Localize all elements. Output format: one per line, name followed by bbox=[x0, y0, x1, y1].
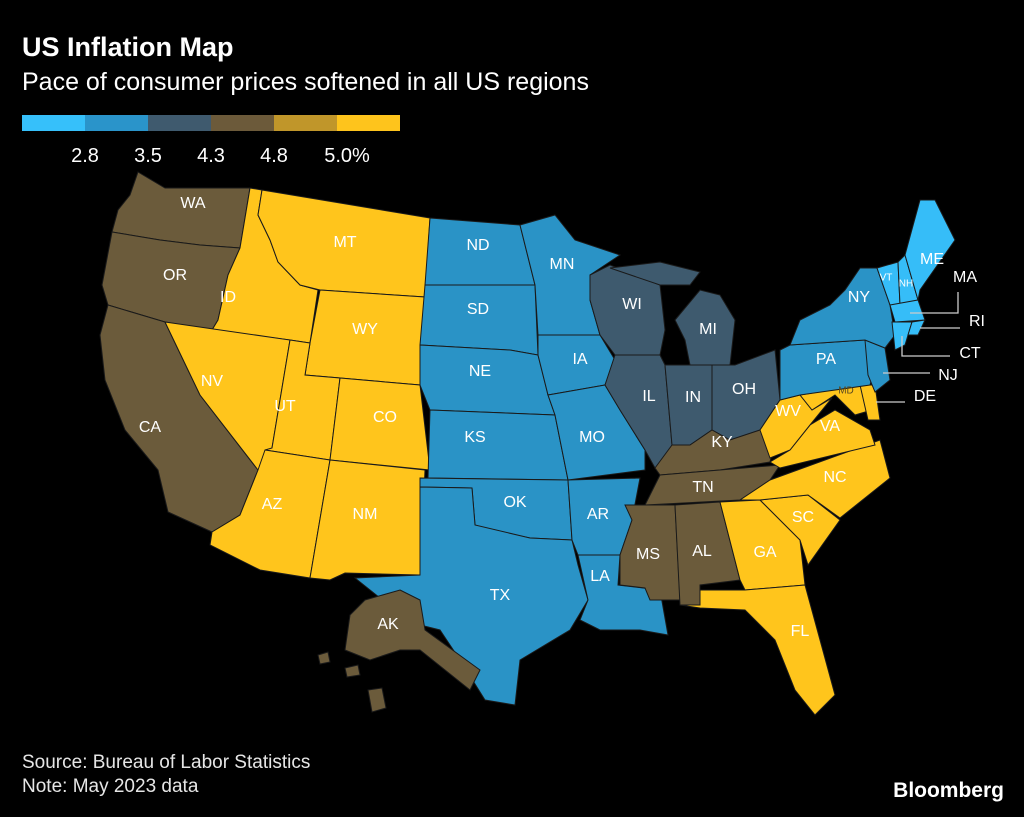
state-label-ok: OK bbox=[503, 494, 526, 511]
state-label-nj: NJ bbox=[938, 367, 958, 384]
state-label-ut: UT bbox=[274, 398, 296, 415]
state-label-wa: WA bbox=[180, 195, 206, 212]
state-label-ky: KY bbox=[711, 434, 733, 451]
state-label-co: CO bbox=[373, 409, 397, 426]
state-label-az: AZ bbox=[262, 496, 283, 513]
state-label-ct: CT bbox=[959, 345, 981, 362]
legend-swatch bbox=[337, 115, 400, 131]
state-tx bbox=[353, 486, 589, 706]
state-label-tn: TN bbox=[692, 479, 713, 496]
state-ak bbox=[344, 589, 481, 691]
state-label-id: ID bbox=[220, 289, 236, 306]
state-label-ri: RI bbox=[969, 313, 985, 330]
leader-line-ct bbox=[901, 336, 950, 357]
state-label-wy: WY bbox=[352, 321, 378, 338]
chart-subtitle: Pace of consumer prices softened in all … bbox=[22, 68, 589, 96]
state-nm bbox=[309, 459, 426, 581]
state-label-ny: NY bbox=[848, 289, 871, 306]
state-sd bbox=[419, 284, 539, 356]
legend-tick: 2.8 bbox=[71, 145, 99, 167]
source-note: Source: Bureau of Labor Statistics bbox=[22, 752, 311, 773]
state-label-mn: MN bbox=[550, 256, 575, 273]
state-label-ms: MS bbox=[636, 546, 660, 563]
bloomberg-logo: Bloomberg bbox=[893, 779, 1004, 802]
state-label-sc: SC bbox=[792, 509, 814, 526]
state-nc bbox=[738, 439, 891, 519]
state-label-il: IL bbox=[642, 388, 655, 405]
state-label-mt: MT bbox=[333, 234, 356, 251]
legend-swatch bbox=[85, 115, 148, 131]
state-label-vt: VT bbox=[880, 273, 893, 284]
state-la bbox=[577, 554, 669, 636]
color-legend bbox=[22, 115, 400, 131]
state-label-mi: MI bbox=[699, 321, 717, 338]
state-label-wv: WV bbox=[775, 403, 801, 420]
legend-swatch bbox=[22, 115, 85, 131]
state-label-nh: NH bbox=[899, 279, 913, 290]
state-label-md: MD bbox=[838, 386, 854, 397]
state-label-la: LA bbox=[590, 568, 610, 585]
state-label-al: AL bbox=[692, 543, 712, 560]
state-label-nm: NM bbox=[353, 506, 378, 523]
chart-title: US Inflation Map bbox=[22, 32, 234, 62]
state-label-ca: CA bbox=[139, 419, 162, 436]
state-label-me: ME bbox=[920, 251, 944, 268]
state-label-ia: IA bbox=[572, 351, 587, 368]
legend-tick: 5.0% bbox=[324, 145, 370, 167]
legend-tick: 4.8 bbox=[260, 145, 288, 167]
state-mi bbox=[609, 261, 701, 286]
legend-swatch bbox=[211, 115, 274, 131]
state-label-mo: MO bbox=[579, 429, 605, 446]
state-label-ks: KS bbox=[464, 429, 485, 446]
state-hi bbox=[367, 687, 387, 713]
state-label-ne: NE bbox=[469, 363, 491, 380]
state-label-wi: WI bbox=[622, 296, 642, 313]
state-label-pa: PA bbox=[816, 351, 836, 368]
state-label-nc: NC bbox=[823, 469, 846, 486]
state-hi bbox=[344, 664, 361, 678]
state-label-sd: SD bbox=[467, 301, 489, 318]
state-label-ak: AK bbox=[377, 616, 399, 633]
state-ks bbox=[427, 409, 569, 481]
state-label-va: VA bbox=[820, 418, 840, 435]
state-label-ga: GA bbox=[753, 544, 776, 561]
state-label-fl: FL bbox=[791, 623, 810, 640]
state-label-or: OR bbox=[163, 267, 187, 284]
data-note: Note: May 2023 data bbox=[22, 776, 199, 797]
legend-tick: 4.3 bbox=[197, 145, 225, 167]
state-label-ar: AR bbox=[587, 506, 609, 523]
state-fl bbox=[679, 584, 836, 716]
state-label-tx: TX bbox=[490, 587, 511, 604]
legend-swatch bbox=[274, 115, 337, 131]
state-label-oh: OH bbox=[732, 381, 756, 398]
state-label-in: IN bbox=[685, 389, 701, 406]
state-label-nd: ND bbox=[466, 237, 489, 254]
state-ri bbox=[907, 319, 926, 336]
leader-line-ma bbox=[910, 292, 959, 314]
legend-tick: 3.5 bbox=[134, 145, 162, 167]
state-label-nv: NV bbox=[201, 373, 224, 390]
state-label-de: DE bbox=[914, 388, 936, 405]
legend-swatch bbox=[148, 115, 211, 131]
state-hi bbox=[317, 651, 331, 665]
state-label-ma: MA bbox=[953, 269, 977, 286]
